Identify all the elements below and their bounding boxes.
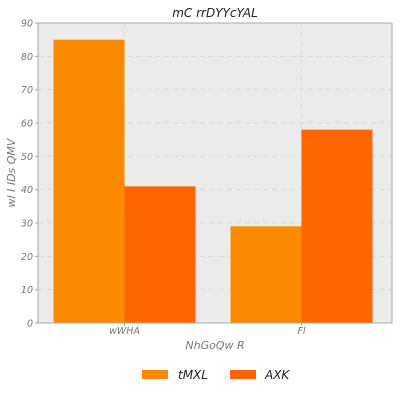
y-tick-label-20: 20 [21, 252, 33, 263]
bar-axk-fl [301, 129, 373, 323]
plot-frame [37, 22, 393, 324]
tick-labels: 0 10 20 30 40 50 60 70 80 90 wWHA Fl [21, 19, 306, 338]
legend-swatch-tmxl [142, 370, 168, 379]
y-tick-label-80: 80 [21, 52, 33, 63]
bar-axk-wwha [124, 186, 196, 323]
legend-label-tmxl: tMXL [178, 368, 208, 382]
bar-tmxl-fl [230, 226, 302, 323]
y-tick-label-10: 10 [21, 285, 33, 296]
bars [53, 39, 373, 324]
y-tick-label-70: 70 [21, 85, 33, 96]
y-tick-label-30: 30 [21, 219, 33, 230]
y-tick-label-90: 90 [21, 19, 33, 30]
legend-swatch-axk [230, 370, 256, 379]
x-axis-label: NhGoQw R [185, 339, 244, 352]
legend: tMXL AXK [142, 368, 290, 382]
y-tick-label-60: 60 [21, 119, 33, 130]
y-tick-label-50: 50 [21, 152, 33, 163]
y-tick-label-0: 0 [27, 319, 33, 330]
y-axis-label: wl I IDs QMV [5, 137, 18, 207]
legend-label-axk: AXK [264, 368, 290, 382]
y-tick-label-40: 40 [21, 185, 33, 196]
x-tick-label-wwha: wWHA [109, 326, 140, 337]
bar-tmxl-wwha [53, 39, 125, 324]
chart-title: mC rrDYYcYAL [172, 6, 258, 20]
x-tick-label-fl: Fl [297, 326, 305, 337]
